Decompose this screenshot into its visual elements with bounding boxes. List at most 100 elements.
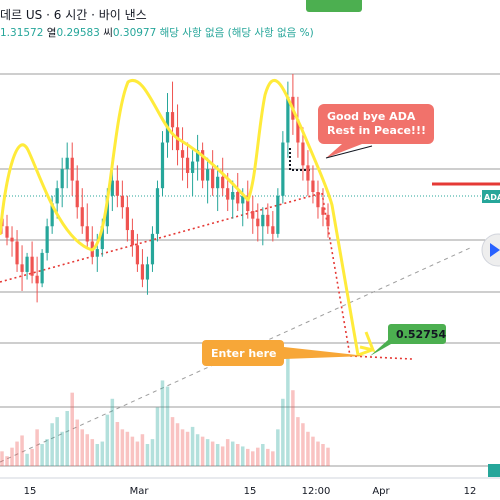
volume-bar (10, 447, 14, 466)
volume-bar (210, 441, 215, 466)
candle-body (236, 192, 240, 204)
volume-bar (5, 456, 9, 466)
candle-body (231, 192, 235, 200)
volume-bar (45, 439, 49, 466)
candle-body (65, 157, 69, 170)
candle-body (316, 192, 320, 208)
candle-body (206, 169, 210, 181)
volume-bar (276, 429, 280, 466)
candles (0, 74, 330, 303)
volume-bar (115, 422, 120, 466)
candle-body (326, 214, 330, 227)
goodbye-callout-pointer (326, 144, 362, 158)
top-marker (306, 0, 362, 12)
volume-bar (35, 429, 39, 466)
candle-body (211, 169, 215, 189)
candle-body (105, 195, 109, 227)
volume-bar (95, 444, 100, 466)
volume-bar (105, 414, 110, 466)
candle-body (155, 188, 160, 234)
candle-body (201, 150, 205, 181)
price-target-text: 0.52754 (396, 328, 446, 341)
volume-bar (170, 417, 175, 466)
candle-body (271, 226, 275, 234)
candle-body (221, 176, 225, 189)
enter-callout-box (202, 340, 284, 366)
candle-body (35, 275, 39, 284)
volume-bar (306, 431, 310, 466)
volume-bar (296, 417, 300, 466)
goodbye-callout-text: Rest in Peace!!! (327, 124, 426, 137)
candle-body (140, 264, 145, 280)
candle-body (276, 195, 280, 234)
volume-bar (150, 439, 155, 466)
volume-bar (0, 451, 4, 466)
volume-bar (205, 439, 210, 466)
candle-body (266, 214, 270, 227)
volume-bar (240, 446, 245, 466)
volume-bar (316, 441, 320, 466)
candle-body (5, 226, 9, 238)
volume-bar (185, 431, 190, 466)
candle-body (135, 245, 140, 265)
candle-body (30, 256, 34, 276)
volume-bar (80, 429, 85, 466)
scroll-right-icon (490, 243, 500, 257)
candle-body (256, 218, 260, 227)
candle-body (311, 180, 315, 192)
volume-bar (195, 434, 200, 466)
candle-body (185, 157, 190, 173)
volume-bar (301, 423, 305, 466)
projection-line (321, 192, 351, 357)
candle-body (130, 230, 135, 246)
candle-body (170, 112, 175, 128)
candle-body (25, 256, 29, 272)
candle-body (246, 195, 250, 212)
candle-body (160, 142, 165, 189)
enter-callout-text: Enter here (211, 347, 277, 360)
candle-body (15, 241, 19, 265)
candle-body (50, 203, 54, 227)
highlight-arrowhead (359, 331, 376, 353)
candle-body (100, 226, 104, 250)
volume-bar (100, 441, 105, 466)
volume-bar (256, 447, 260, 466)
candle-body (20, 264, 24, 272)
time-tick-label: 15 (24, 486, 37, 497)
volume-bar (125, 431, 130, 466)
volume-bar (50, 423, 54, 466)
ohlc-high-value: 0.29583 (56, 27, 100, 39)
candle-body (261, 214, 265, 227)
volume-tag (488, 464, 500, 477)
candle-body (241, 195, 245, 204)
volume-bar (286, 356, 290, 466)
candle-body (125, 207, 129, 231)
candle-body (120, 195, 124, 208)
volume-bar (70, 392, 74, 466)
ohlc-low-label: 씨 (103, 27, 113, 39)
volume-bar (225, 439, 230, 466)
volume-bar (311, 436, 315, 466)
candle-body (110, 180, 114, 196)
volume-bar (271, 451, 275, 466)
volume-bar (140, 434, 145, 466)
volume-bar (75, 419, 79, 466)
candle-body (115, 180, 119, 196)
ohlc-readout: 1.31572 열0.29583 씨0.30977 해당 사항 없음 (해당 사… (0, 25, 314, 40)
candle-body (281, 142, 285, 196)
candle-body (216, 176, 220, 189)
candle-body (251, 211, 255, 219)
candle-body (40, 252, 44, 284)
candle-body (301, 142, 305, 166)
candle-body (85, 226, 89, 242)
time-tick-label: 15 (244, 486, 257, 497)
projection-line-flat (349, 355, 413, 360)
ada-price-tag-label: ADA (484, 193, 500, 202)
candle-body (95, 249, 99, 257)
candle-body (195, 150, 200, 162)
volume-bar (110, 398, 115, 466)
change-notice: 해당 사항 없음 (해당 사항 없음 %) (159, 27, 314, 39)
candle-body (45, 226, 49, 253)
volume-bar (40, 444, 44, 466)
